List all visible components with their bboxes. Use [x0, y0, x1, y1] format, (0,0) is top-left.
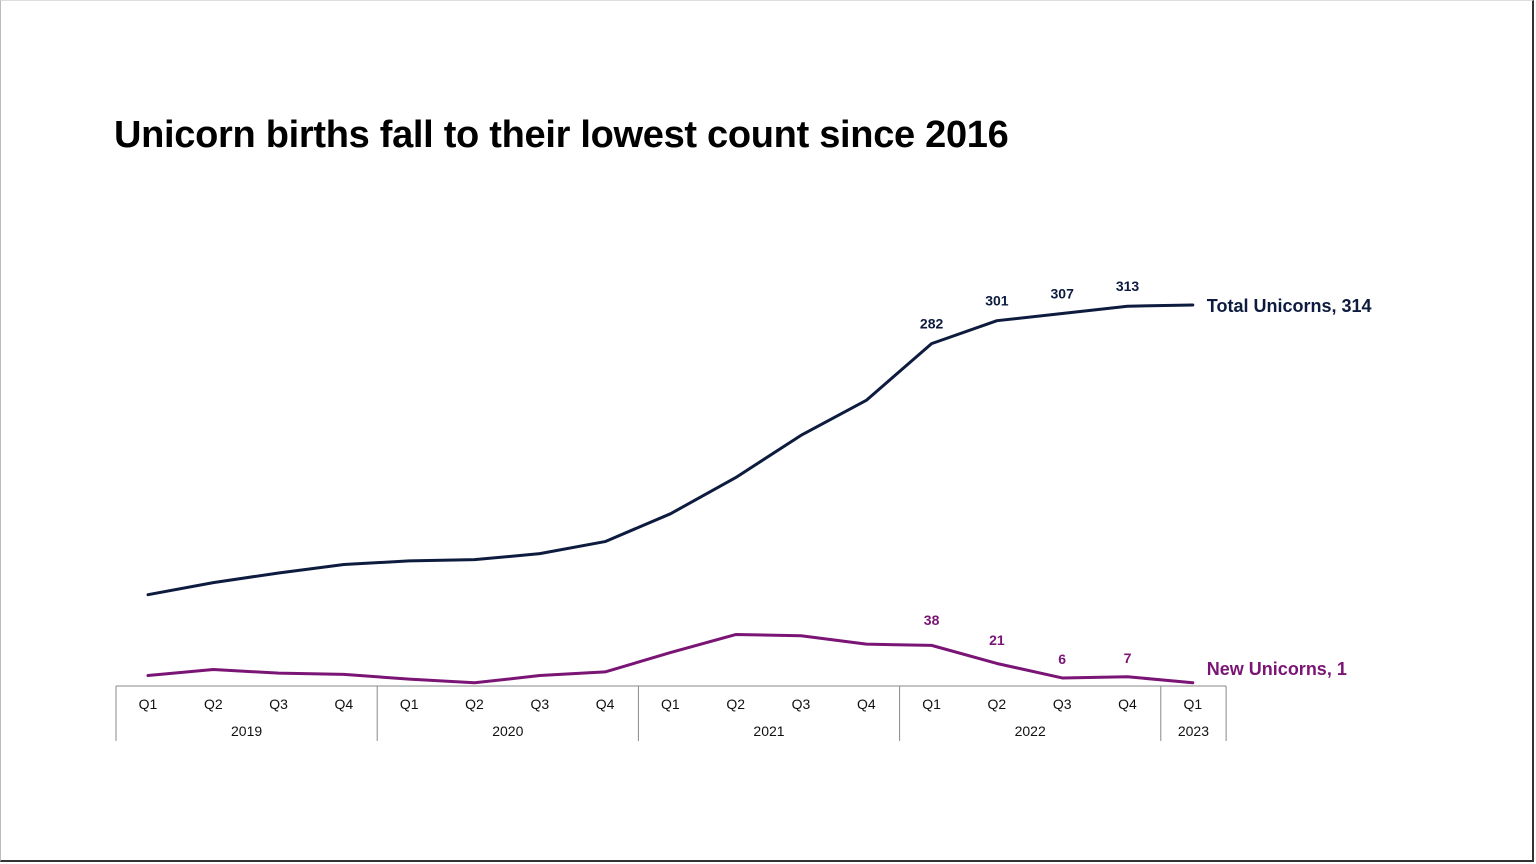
quarter-tick-label: Q4: [596, 696, 615, 712]
x-axis: Q1 Q2 Q3 Q4 Q1 Q2 Q3 Q4 Q1 Q2 Q3 Q4 Q1 Q2 Q3 Q4 Q1 2019 20…: [115, 685, 1227, 741]
new-unicorns-end-label: New Unicorns, 1: [1207, 659, 1347, 679]
total-unicorns-line: [146, 303, 1195, 597]
quarter-tick-label: Q3: [792, 696, 811, 712]
year-tick-label: 2019: [231, 723, 262, 739]
quarter-tick-label: Q1: [661, 696, 680, 712]
year-tick-label: 2023: [1178, 723, 1209, 739]
quarter-tick-label: Q1: [922, 696, 941, 712]
year-tick-label: 2020: [492, 723, 523, 739]
series-lines: [146, 303, 1195, 685]
quarter-tick-label: Q4: [1118, 696, 1137, 712]
data-label: 301: [985, 293, 1009, 309]
quarter-tick-label: Q3: [1053, 696, 1072, 712]
quarter-tick-label: Q3: [530, 696, 549, 712]
quarter-tick-label: Q2: [988, 696, 1007, 712]
quarter-tick-label: Q2: [465, 696, 484, 712]
quarter-tick-label: Q4: [335, 696, 354, 712]
data-label: 6: [1058, 651, 1066, 667]
data-labels: 282 301 307 313 Total Unicorns, 314 38 21 6 7 New…: [920, 278, 1372, 679]
quarter-tick-label: Q1: [1183, 696, 1202, 712]
year-tick-label: 2022: [1015, 723, 1046, 739]
quarter-tick-label: Q1: [139, 696, 158, 712]
chart-title: Unicorn births fall to their lowest coun…: [114, 114, 1009, 156]
data-label: 313: [1116, 278, 1140, 294]
quarter-tick-label: Q2: [726, 696, 745, 712]
quarter-tick-label: Q2: [204, 696, 223, 712]
data-label: 282: [920, 316, 944, 332]
new-unicorns-line: [146, 633, 1195, 685]
data-label: 21: [989, 632, 1005, 648]
quarter-tick-label: Q1: [400, 696, 419, 712]
quarter-tick-label: Q4: [857, 696, 876, 712]
year-tick-label: 2021: [753, 723, 784, 739]
data-label: 7: [1124, 650, 1132, 666]
quarter-tick-label: Q3: [269, 696, 288, 712]
data-label: 307: [1051, 285, 1075, 301]
total-unicorns-end-label: Total Unicorns, 314: [1207, 296, 1372, 316]
data-label: 38: [924, 612, 940, 628]
